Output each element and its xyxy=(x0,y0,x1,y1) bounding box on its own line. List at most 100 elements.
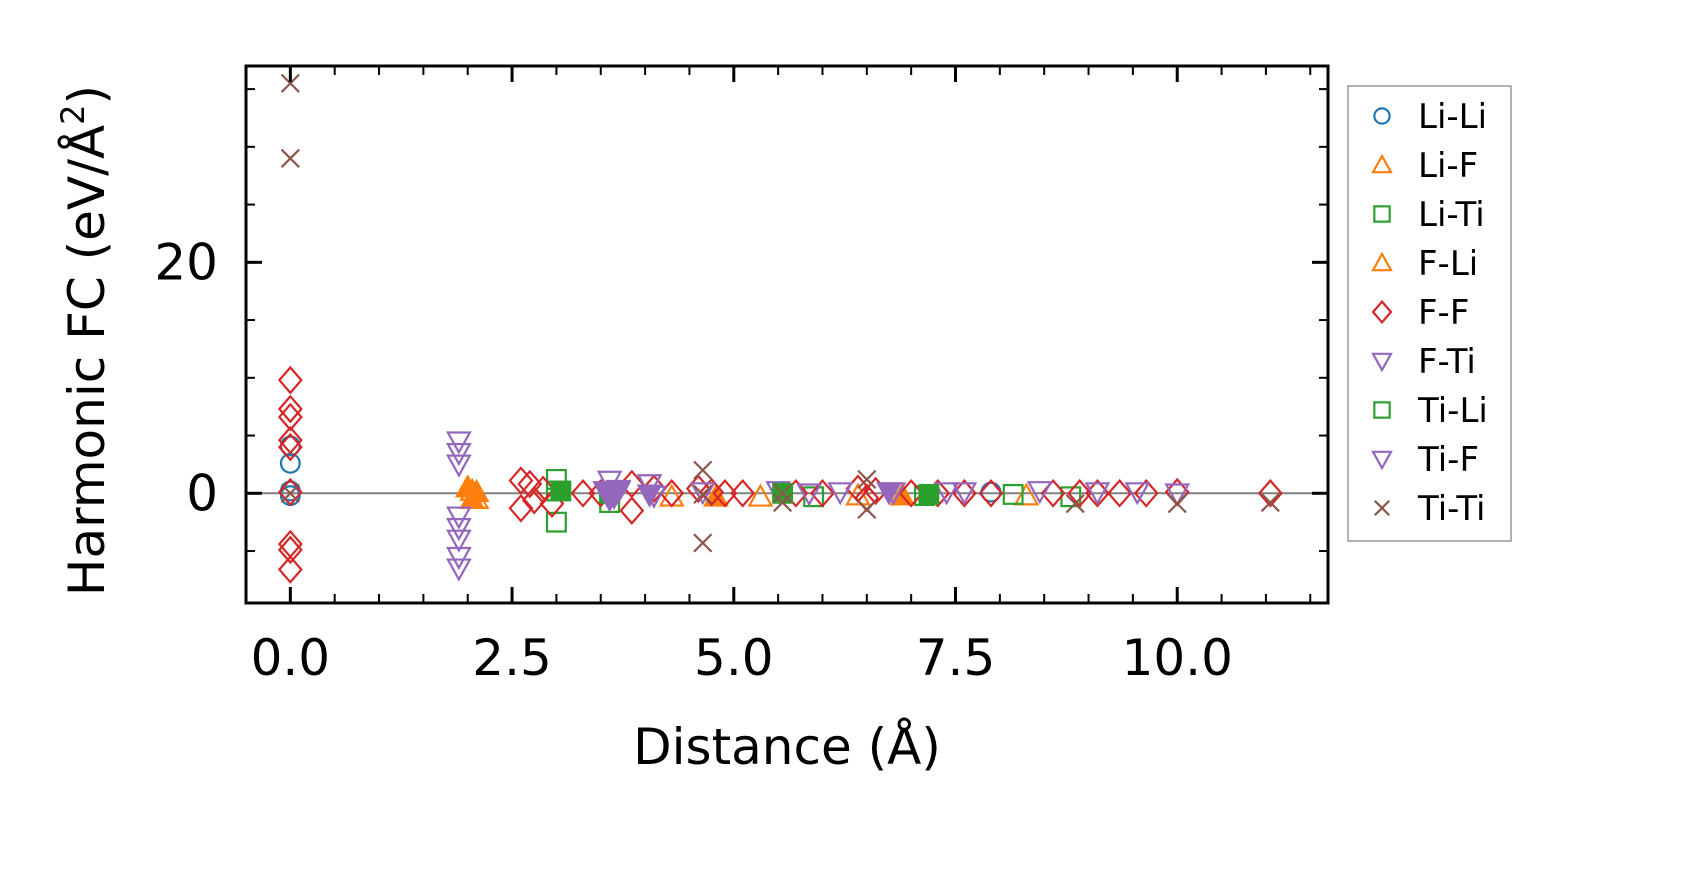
point-f-ti xyxy=(796,483,823,507)
legend-item-f-f: F-F xyxy=(1371,293,1469,333)
point-f-ti xyxy=(445,546,472,571)
point-ti-ti-stroke xyxy=(693,533,713,553)
series-f-f xyxy=(277,365,1283,584)
point-f-ti xyxy=(445,518,472,542)
point-ti-ti xyxy=(857,499,877,520)
point-li-f xyxy=(747,483,774,507)
point-f-ti xyxy=(1026,481,1053,505)
legend-marker-ti-li xyxy=(1373,401,1391,419)
legend-marker-ti-ti xyxy=(1374,500,1390,516)
series-f-ti xyxy=(445,431,1191,582)
point-f-ti xyxy=(445,454,472,478)
point-f-ti xyxy=(445,506,472,530)
point-ti-f xyxy=(636,484,663,508)
x-tick-label: 7.5 xyxy=(916,629,996,687)
legend-item-li-li: Li-Li xyxy=(1373,97,1487,137)
point-ti-ti xyxy=(772,492,793,513)
point-f-ti xyxy=(689,482,716,506)
point-f-ti xyxy=(445,529,472,553)
legend-label: Ti-Li xyxy=(1417,391,1488,431)
point-ti-f xyxy=(596,485,623,509)
point-ti-ti-stroke xyxy=(280,483,300,503)
point-f-f xyxy=(517,469,543,499)
legend-item-li-f: Li-F xyxy=(1371,146,1478,186)
point-ti-ti-stroke xyxy=(280,148,300,168)
point-ti-ti-stroke xyxy=(693,460,713,480)
legend-label: F-Ti xyxy=(1418,342,1476,382)
point-ti-ti-stroke xyxy=(693,484,713,505)
y-axis-label: Harmonic FC (eV/Å2) xyxy=(54,85,116,596)
point-f-f xyxy=(277,394,303,424)
point-ti-li xyxy=(918,483,940,505)
legend-label: Li-Ti xyxy=(1418,195,1485,235)
point-f-ti xyxy=(1084,482,1111,506)
x-tick-label: 0.0 xyxy=(251,629,331,687)
point-f-f xyxy=(277,555,303,584)
plot-frame xyxy=(244,64,1330,605)
point-f-f xyxy=(277,535,303,565)
legend-marker-li-ti xyxy=(1373,205,1391,223)
point-ti-ti-stroke xyxy=(772,483,793,503)
point-f-f xyxy=(730,478,756,508)
point-f-ti xyxy=(445,442,472,467)
point-f-li xyxy=(463,478,490,503)
legend-label: Li-F xyxy=(1418,146,1478,186)
point-f-f xyxy=(685,474,711,503)
point-ti-ti xyxy=(857,469,877,490)
point-f-f xyxy=(641,474,667,503)
y-axis-label-close: ) xyxy=(58,85,116,105)
legend-item-ti-ti: Ti-Ti xyxy=(1374,489,1486,529)
point-f-ti xyxy=(933,482,960,506)
point-f-f xyxy=(521,485,547,515)
y-tick-label: 0 xyxy=(186,464,218,522)
point-ti-ti-stroke xyxy=(1167,494,1187,514)
legend-marker-li-f xyxy=(1371,153,1393,174)
point-f-f xyxy=(277,477,303,507)
point-f-ti xyxy=(1124,482,1151,506)
y-axis-label-main: Harmonic FC (eV/Å xyxy=(58,125,116,596)
point-ti-ti-stroke xyxy=(280,73,300,93)
legend-marker-f-li xyxy=(1371,251,1393,272)
legend-item-ti-li: Ti-Li xyxy=(1373,391,1488,431)
point-f-f xyxy=(619,496,645,525)
point-ti-ti xyxy=(1167,494,1187,514)
point-f-ti xyxy=(951,482,978,506)
point-ti-f xyxy=(876,482,902,506)
point-ti-ti xyxy=(280,148,300,168)
point-f-f xyxy=(277,365,303,395)
y-axis-label-superscript: 2 xyxy=(54,104,92,124)
point-ti-ti-stroke xyxy=(1065,494,1085,514)
point-f-ti xyxy=(1164,483,1191,507)
point-ti-ti xyxy=(1260,492,1280,513)
point-ti-ti xyxy=(693,533,713,553)
point-ti-ti-stroke xyxy=(1260,492,1280,513)
series-ti-ti xyxy=(280,73,1280,553)
point-li-ti xyxy=(545,511,567,533)
legend-item-ti-f: Ti-F xyxy=(1371,440,1479,480)
x-tick-label: 5.0 xyxy=(694,629,774,687)
series-ti-f xyxy=(592,479,902,511)
point-f-ti xyxy=(445,431,472,455)
point-ti-ti xyxy=(772,483,793,503)
point-ti-ti-stroke xyxy=(857,469,877,490)
legend-marker-f-f xyxy=(1371,299,1393,325)
point-f-f xyxy=(712,478,738,508)
point-ti-ti xyxy=(693,460,713,480)
point-ti-li xyxy=(550,480,572,502)
point-f-f xyxy=(277,402,303,432)
series-f-li xyxy=(454,474,916,509)
series-li-ti xyxy=(545,468,1082,533)
x-axis-label: Distance (Å) xyxy=(633,718,941,776)
axis-ticks xyxy=(245,66,1328,603)
point-f-f xyxy=(1107,478,1133,508)
point-ti-ti xyxy=(693,484,713,505)
data-markers xyxy=(277,73,1283,584)
legend-label: Ti-F xyxy=(1417,440,1479,480)
y-tick-label: 20 xyxy=(154,233,218,291)
legend-item-f-li: F-Li xyxy=(1371,244,1478,284)
legend-label: F-F xyxy=(1418,293,1469,333)
point-ti-ti xyxy=(280,73,300,93)
legend-marker-li-li xyxy=(1373,107,1391,125)
legend-label: Ti-Ti xyxy=(1417,489,1486,529)
